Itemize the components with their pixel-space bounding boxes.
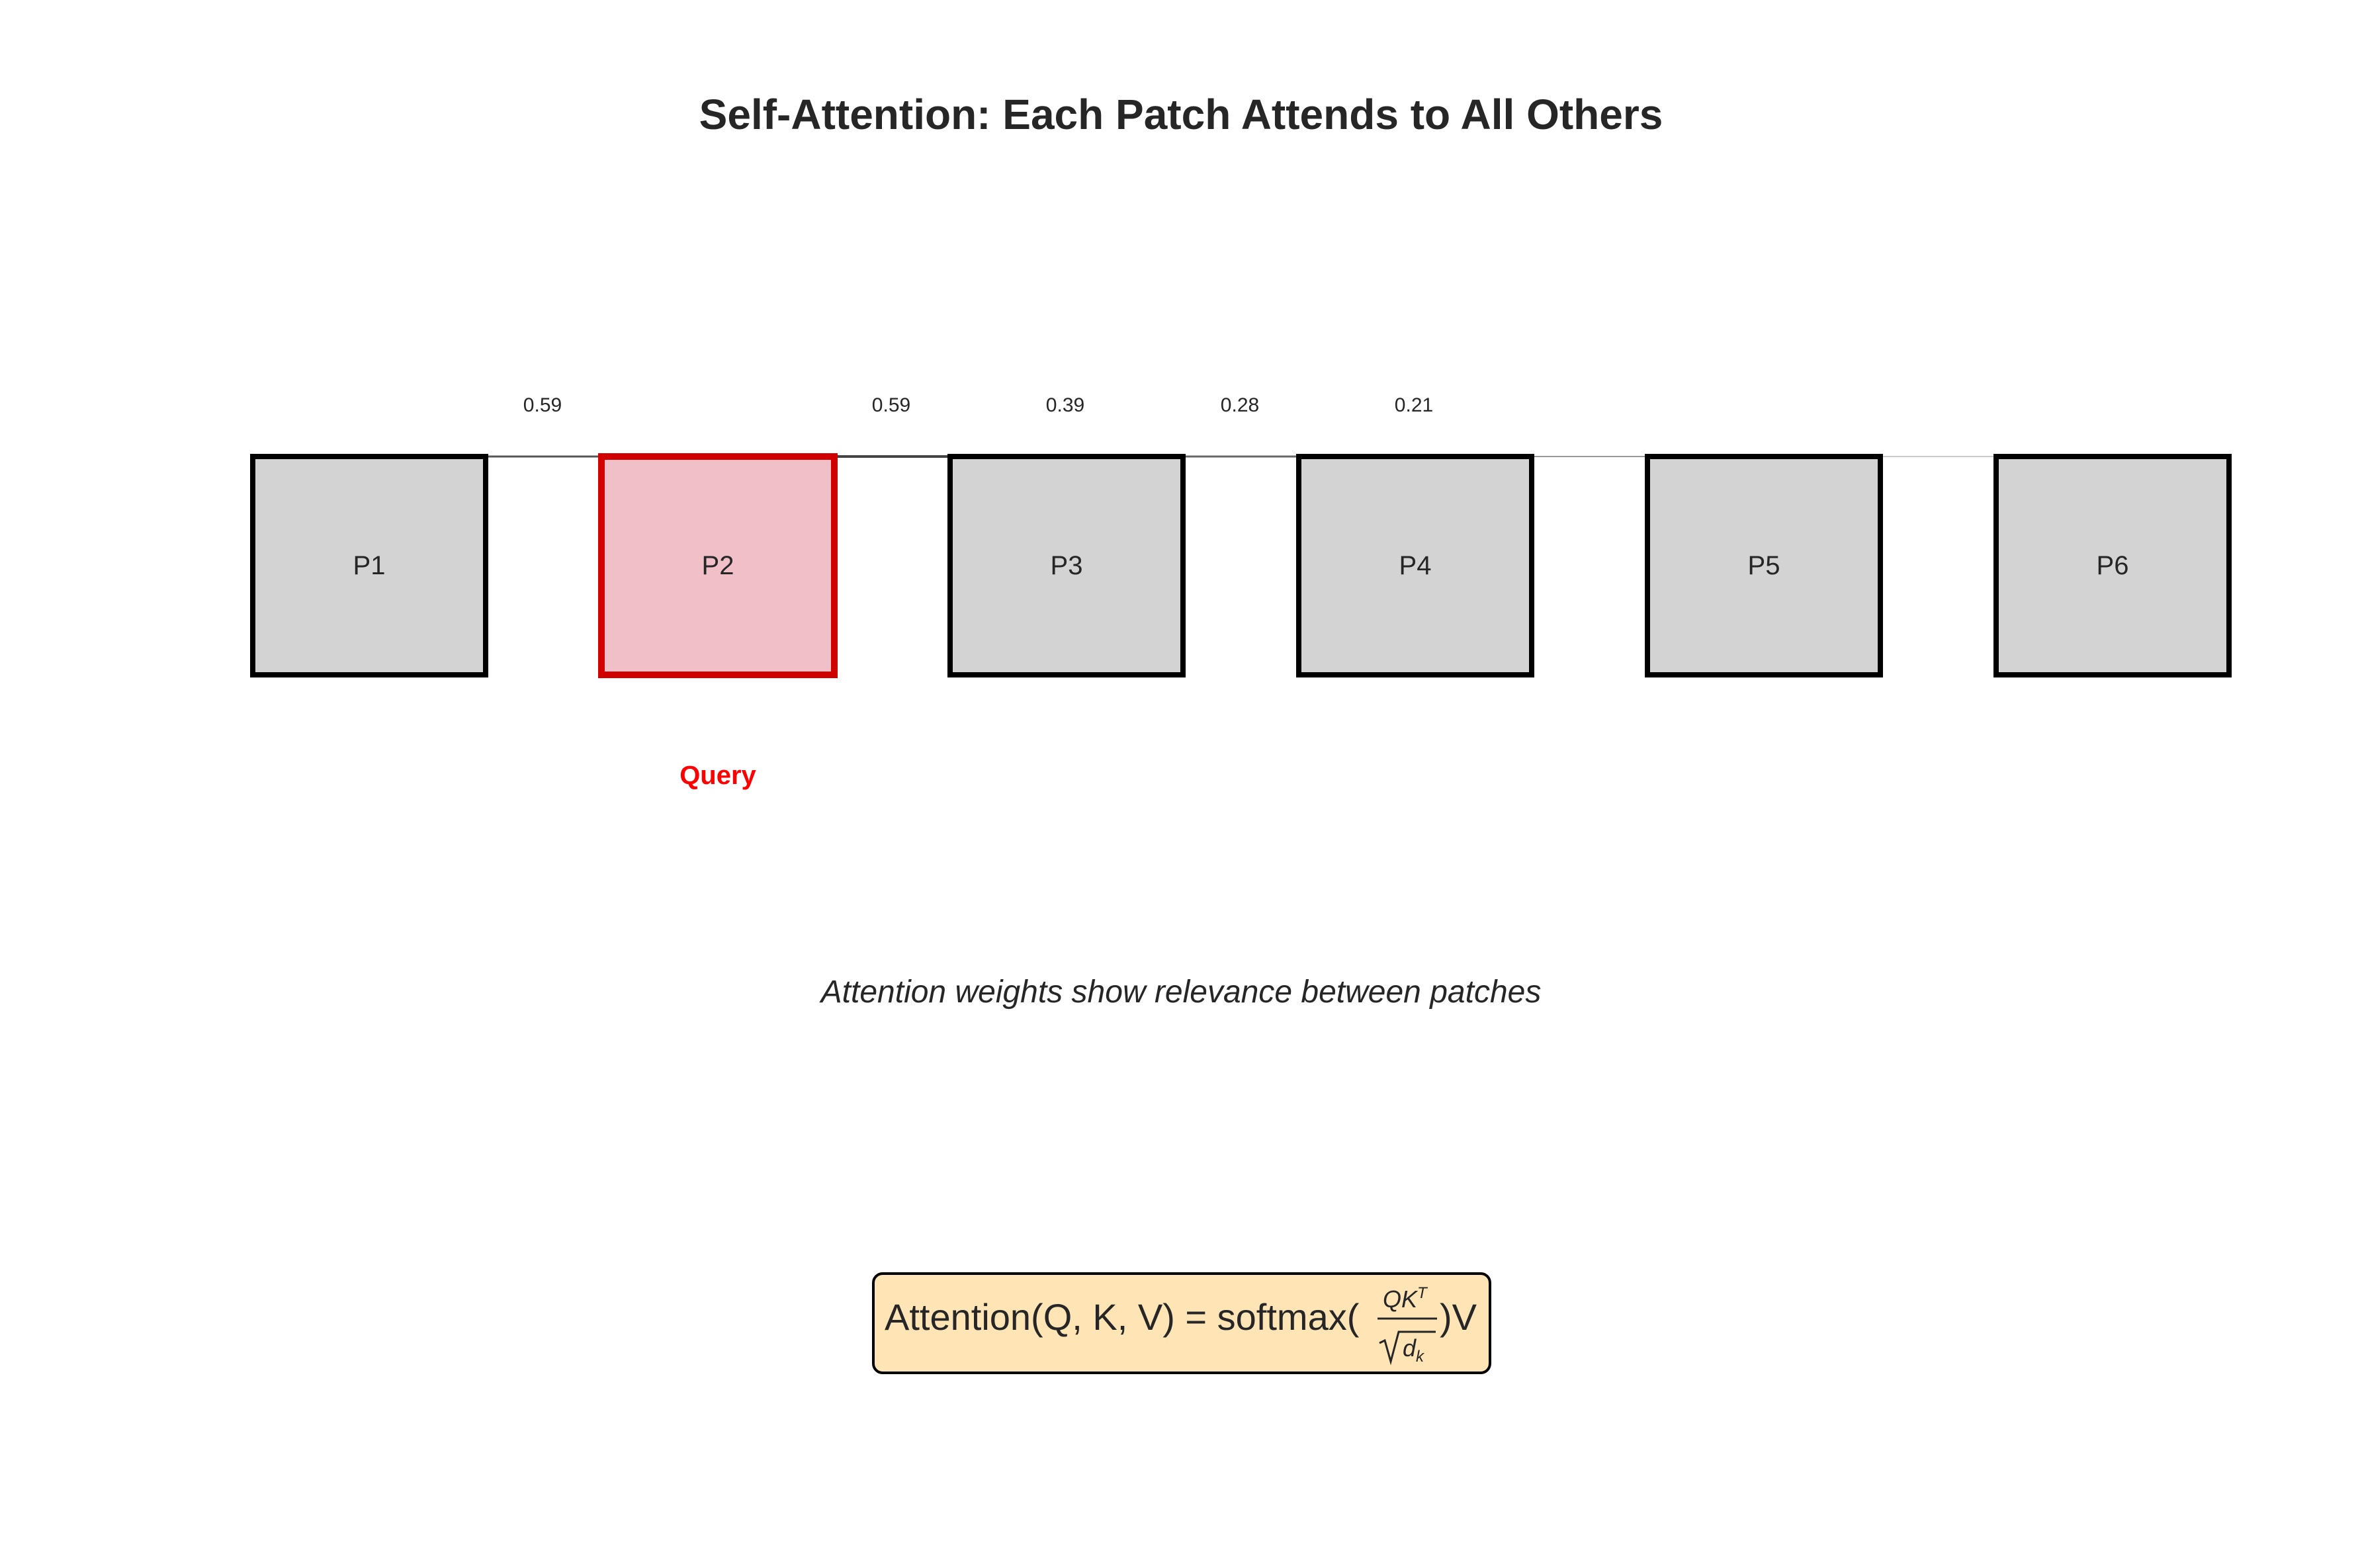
patch-p4: P4 bbox=[1296, 454, 1534, 677]
formula-numerator: QKT bbox=[1383, 1284, 1428, 1313]
patch-p5: P5 bbox=[1645, 454, 1883, 677]
attention-formula: Attention(Q, K, V) = softmax( QKT dk )V bbox=[872, 1272, 1491, 1374]
patch-label: P5 bbox=[1748, 551, 1780, 580]
weight-label-p6: 0.21 bbox=[1395, 394, 1433, 416]
formula-box bbox=[872, 1272, 1491, 1374]
diagram-title: Self-Attention: Each Patch Attends to Al… bbox=[699, 91, 1663, 138]
patch-label: P3 bbox=[1051, 551, 1083, 580]
patch-label: P4 bbox=[1399, 551, 1432, 580]
weight-label-p3: 0.59 bbox=[872, 394, 910, 416]
weight-label-p5: 0.28 bbox=[1221, 394, 1259, 416]
patch-p2-query: P2 bbox=[598, 453, 838, 678]
weight-label-p1: 0.59 bbox=[523, 394, 562, 416]
patch-p6: P6 bbox=[1993, 454, 2232, 677]
patch-label: P1 bbox=[353, 551, 386, 580]
patch-p1: P1 bbox=[250, 454, 488, 677]
attention-weight-labels: 0.59 0.59 0.39 0.28 0.21 bbox=[523, 394, 1433, 416]
formula-suffix: )V bbox=[1440, 1296, 1477, 1338]
formula-prefix: Attention(Q, K, V) = softmax( bbox=[885, 1296, 1360, 1338]
sqrt-icon bbox=[1379, 1330, 1436, 1366]
patch-row: P1 P2 P3 P4 P5 P6 bbox=[250, 453, 2232, 678]
patch-label: P2 bbox=[702, 551, 734, 580]
diagram-caption: Attention weights show relevance between… bbox=[819, 975, 1542, 1010]
patch-p3: P3 bbox=[947, 454, 1186, 677]
query-label: Query bbox=[679, 761, 756, 790]
patch-label: P6 bbox=[2097, 551, 2129, 580]
weight-label-p4: 0.39 bbox=[1046, 394, 1084, 416]
formula-denominator: dk bbox=[1403, 1334, 1425, 1366]
